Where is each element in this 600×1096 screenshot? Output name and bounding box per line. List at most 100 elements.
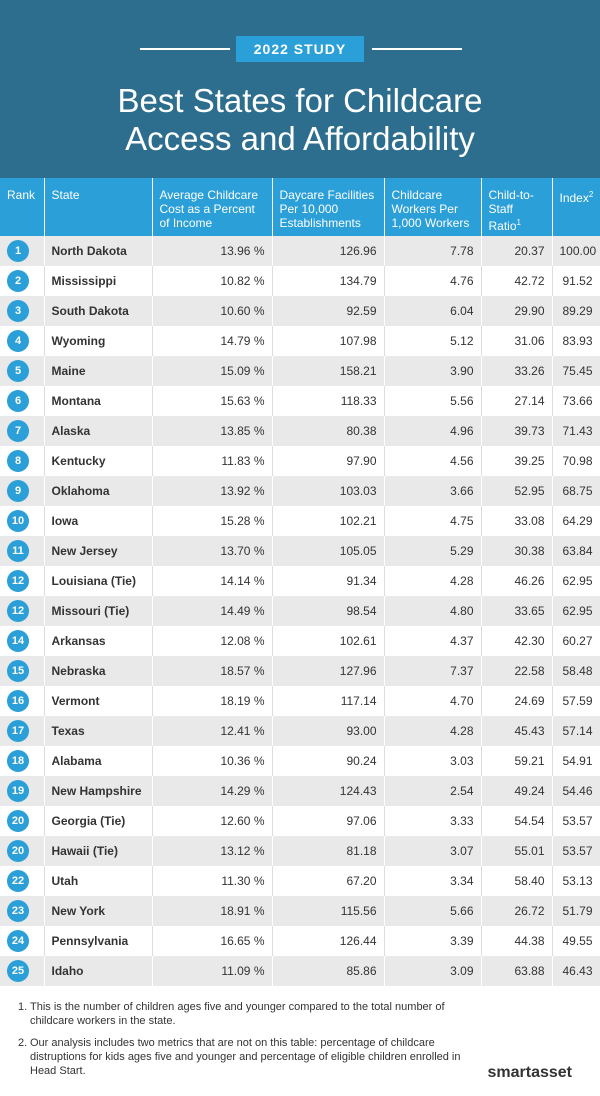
footnote-text: This is the number of children ages five… [30,1001,445,1027]
value-cell: 4.28 [384,716,482,746]
value-cell: 4.80 [384,596,482,626]
rank-badge: 14 [7,630,29,652]
state-cell: Nebraska [44,656,153,686]
value-cell: 15.09 % [152,356,273,386]
value-cell: 39.73 [481,416,553,446]
column-header-text: Rank [7,188,36,202]
rank-cell: 2 [0,266,45,296]
rank-cell: 1 [0,236,45,266]
value-cell: 15.63 % [152,386,273,416]
rank-cell: 5 [0,356,45,386]
table-row: 1 North Dakota 13.96 % 126.96 7.78 20.37 100.0… [0,236,600,266]
column-header: Childcare Workers Per 1,000 Workers [384,178,482,236]
value-cell: 5.56 [384,386,482,416]
rank-badge: 6 [7,390,29,412]
value-cell: 103.03 [272,476,385,506]
rank-cell: 15 [0,656,45,686]
value-cell: 70.98 [552,446,600,476]
table-row: 4 Wyoming 14.79 % 107.98 5.12 31.06 83.93 [0,326,600,356]
value-cell: 12.08 % [152,626,273,656]
value-cell: 83.93 [552,326,600,356]
value-cell: 18.57 % [152,656,273,686]
rank-badge: 24 [7,930,29,952]
column-header-text: Child-to-Staff Ratio [488,188,534,233]
column-header-text: Daycare Facilities Per 10,000 Establishm… [279,188,375,230]
rank-cell: 17 [0,716,45,746]
table-row: 23 New York 18.91 % 115.56 5.66 26.72 51.79 [0,896,600,926]
value-cell: 134.79 [272,266,385,296]
rank-badge: 8 [7,450,29,472]
rank-cell: 9 [0,476,45,506]
value-cell: 5.29 [384,536,482,566]
title: Best States for Childcare Access and Aff… [0,82,600,158]
value-cell: 102.21 [272,506,385,536]
value-cell: 3.03 [384,746,482,776]
rank-badge: 7 [7,420,29,442]
column-header: Average Childcare Cost as a Percent of I… [152,178,273,236]
badge: 2022 STUDY [235,36,365,62]
value-cell: 46.43 [552,956,600,986]
state-cell: North Dakota [44,236,153,266]
rank-badge: 3 [7,300,29,322]
value-cell: 53.13 [552,866,600,896]
value-cell: 117.14 [272,686,385,716]
value-cell: 54.46 [552,776,600,806]
value-cell: 3.90 [384,356,482,386]
column-header-text: Index [559,191,589,205]
rule [140,48,230,50]
rank-cell: 23 [0,896,45,926]
value-cell: 115.56 [272,896,385,926]
value-cell: 118.33 [272,386,385,416]
value-cell: 18.19 % [152,686,273,716]
rank-badge: 23 [7,900,29,922]
table-row: 5 Maine 15.09 % 158.21 3.90 33.26 75.45 [0,356,600,386]
table-row: 12 Missouri (Tie) 14.49 % 98.54 4.80 33.65 62.… [0,596,600,626]
title-line: Access and Affordability [125,120,475,157]
table-row: 20 Hawaii (Tie) 13.12 % 81.18 3.07 55.01 53.57 [0,836,600,866]
table-row: 24 Pennsylvania 16.65 % 126.44 3.39 44.38 49.5… [0,926,600,956]
column-header: Daycare Facilities Per 10,000 Establishm… [272,178,385,236]
state-cell: Mississippi [44,266,153,296]
title-line: Best States for Childcare [117,82,483,119]
rank-badge: 20 [7,840,29,862]
state-cell: Missouri (Tie) [44,596,153,626]
value-cell: 63.84 [552,536,600,566]
column-header: Rank [0,178,45,236]
value-cell: 18.91 % [152,896,273,926]
value-cell: 4.75 [384,506,482,536]
state-cell: Maine [44,356,153,386]
value-cell: 3.66 [384,476,482,506]
value-cell: 52.95 [481,476,553,506]
rank-cell: 16 [0,686,45,716]
footnote-ref: 2 [588,190,594,199]
value-cell: 105.05 [272,536,385,566]
value-cell: 93.00 [272,716,385,746]
value-cell: 33.26 [481,356,553,386]
table-row: 15 Nebraska 18.57 % 127.96 7.37 22.58 58.48 [0,656,600,686]
value-cell: 53.57 [552,836,600,866]
rank-badge: 12 [7,600,29,622]
value-cell: 98.54 [272,596,385,626]
table-body: 1 North Dakota 13.96 % 126.96 7.78 20.37 100.0… [0,236,600,986]
table-row: 6 Montana 15.63 % 118.33 5.56 27.14 73.66 [0,386,600,416]
value-cell: 14.79 % [152,326,273,356]
rank-cell: 22 [0,866,45,896]
footnotes: 1. This is the number of children ages fi… [18,1000,488,1086]
rank-cell: 10 [0,506,45,536]
rank-badge: 16 [7,690,29,712]
logo: smartasset [487,1064,573,1081]
rank-cell: 20 [0,806,45,836]
value-cell: 16.65 % [152,926,273,956]
table-row: 12 Louisiana (Tie) 14.14 % 91.34 4.28 46.26 62… [0,566,600,596]
value-cell: 27.14 [481,386,553,416]
value-cell: 49.55 [552,926,600,956]
state-cell: South Dakota [44,296,153,326]
state-cell: Pennsylvania [44,926,153,956]
rank-badge: 4 [7,330,29,352]
value-cell: 10.60 % [152,296,273,326]
table-row: 10 Iowa 15.28 % 102.21 4.75 33.08 64.29 [0,506,600,536]
value-cell: 49.24 [481,776,553,806]
value-cell: 24.69 [481,686,553,716]
column-header-text: Average Childcare Cost as a Percent of I… [159,188,259,230]
rank-badge: 25 [7,960,29,982]
